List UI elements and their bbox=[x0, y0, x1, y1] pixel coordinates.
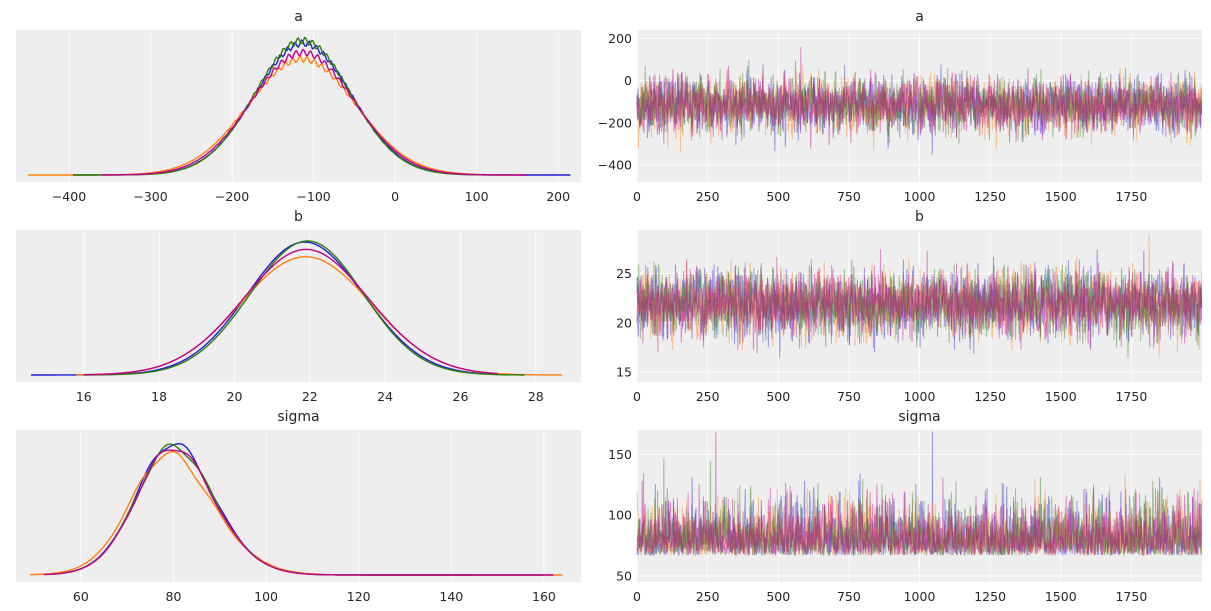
plot-area bbox=[16, 230, 581, 382]
x-tick-label: 160 bbox=[532, 589, 556, 604]
x-tick-label: 100 bbox=[254, 589, 278, 604]
y-tick-label: −400 bbox=[598, 158, 632, 173]
x-tick-label: 24 bbox=[377, 389, 393, 404]
y-tick-label: 15 bbox=[616, 365, 632, 380]
trace-line-chain-0 bbox=[636, 249, 1203, 358]
y-tick-label: 50 bbox=[616, 568, 632, 583]
trace-panel-sigma: sigma 0 250 500 750 1000 1250 1500 1750 50 100 150 bbox=[608, 409, 1203, 604]
panel-title: b bbox=[915, 209, 924, 225]
x-tick-label: 1000 bbox=[904, 389, 936, 404]
x-tick-label: 1250 bbox=[974, 389, 1006, 404]
trace-line-chain-0 bbox=[636, 64, 1203, 155]
x-tick-label: 250 bbox=[696, 189, 720, 204]
y-tick-label: −200 bbox=[598, 115, 632, 130]
trace-line-chain-1 bbox=[636, 234, 1203, 357]
trace-line-chain-1 bbox=[636, 473, 1203, 557]
kde-curve-chain-3 bbox=[43, 449, 554, 576]
x-tick-label: 0 bbox=[633, 389, 641, 404]
x-tick-label: 500 bbox=[766, 189, 790, 204]
x-tick-label: 750 bbox=[837, 389, 861, 404]
x-tick-label: 250 bbox=[696, 389, 720, 404]
x-tick-label: −300 bbox=[133, 189, 167, 204]
x-tick-label: 22 bbox=[302, 389, 318, 404]
plot-area bbox=[16, 30, 581, 182]
y-tick-label: 0 bbox=[624, 73, 632, 88]
trace-line-chain-3 bbox=[636, 431, 1203, 557]
panel-title: sigma bbox=[898, 409, 940, 425]
x-tick-label: 0 bbox=[391, 189, 399, 204]
x-tick-label: 1000 bbox=[904, 189, 936, 204]
x-tick-label: 0 bbox=[633, 589, 641, 604]
y-tick-label: 200 bbox=[608, 31, 632, 46]
x-tick-label: 26 bbox=[453, 389, 469, 404]
x-tick-label: 750 bbox=[837, 589, 861, 604]
x-tick-label: 250 bbox=[696, 589, 720, 604]
x-tick-label: 1500 bbox=[1045, 389, 1077, 404]
x-tick-label: 100 bbox=[465, 189, 489, 204]
x-tick-label: 16 bbox=[76, 389, 92, 404]
panel-title: sigma bbox=[277, 409, 319, 425]
trace-line-chain-3 bbox=[636, 249, 1203, 354]
x-tick-label: −100 bbox=[296, 189, 330, 204]
y-tick-label: 20 bbox=[616, 315, 632, 330]
x-tick-label: 1750 bbox=[1115, 189, 1147, 204]
kde-panel-b: b 16 18 20 22 24 26 28 bbox=[16, 209, 581, 404]
kde-curve-chain-2 bbox=[83, 240, 525, 376]
trace-line-chain-3 bbox=[636, 47, 1203, 149]
panel-title: b bbox=[294, 209, 303, 225]
x-tick-label: 200 bbox=[546, 189, 570, 204]
x-tick-label: 60 bbox=[73, 589, 89, 604]
x-tick-label: 1500 bbox=[1045, 189, 1077, 204]
panel-title: a bbox=[915, 9, 924, 25]
x-tick-label: 80 bbox=[166, 589, 182, 604]
x-tick-label: 1250 bbox=[974, 589, 1006, 604]
trace-panel-a: a 0 250 500 750 1000 1250 1500 1750 −400 −200 0 200 bbox=[598, 9, 1203, 204]
x-tick-label: −200 bbox=[215, 189, 249, 204]
trace-panel-b: b 0 250 500 750 1000 1250 1500 1750 15 20 25 bbox=[616, 209, 1203, 404]
x-tick-label: 140 bbox=[439, 589, 463, 604]
trace-line-chain-2 bbox=[636, 259, 1203, 358]
trace-line-chain-2 bbox=[636, 59, 1203, 144]
kde-curve-chain-3 bbox=[83, 248, 499, 376]
x-tick-label: 750 bbox=[837, 189, 861, 204]
x-tick-label: 1250 bbox=[974, 189, 1006, 204]
x-tick-label: 1500 bbox=[1045, 589, 1077, 604]
kde-panel-a: a −400 −300 −200 −100 0 100 200 bbox=[16, 9, 581, 204]
y-tick-label: 100 bbox=[608, 508, 632, 523]
x-tick-label: 1000 bbox=[904, 589, 936, 604]
x-tick-label: 28 bbox=[528, 389, 544, 404]
x-tick-label: 120 bbox=[347, 589, 371, 604]
x-tick-label: 18 bbox=[151, 389, 167, 404]
kde-curve-chain-3 bbox=[101, 48, 526, 176]
trace-line-chain-0 bbox=[636, 431, 1203, 557]
x-tick-label: 500 bbox=[766, 389, 790, 404]
trace-line-chain-1 bbox=[636, 64, 1203, 153]
plot-area bbox=[16, 430, 581, 582]
x-tick-label: 1750 bbox=[1115, 389, 1147, 404]
y-tick-label: 150 bbox=[608, 447, 632, 462]
x-tick-label: 500 bbox=[766, 589, 790, 604]
trace-line-chain-2 bbox=[636, 458, 1203, 557]
y-tick-label: 25 bbox=[616, 266, 632, 281]
panel-title: a bbox=[294, 9, 303, 25]
x-tick-label: 1750 bbox=[1115, 589, 1147, 604]
x-tick-label: 20 bbox=[227, 389, 243, 404]
kde-panel-sigma: sigma 60 80 100 120 140 160 bbox=[16, 409, 581, 604]
x-tick-label: 0 bbox=[633, 189, 641, 204]
x-tick-label: −400 bbox=[52, 189, 86, 204]
